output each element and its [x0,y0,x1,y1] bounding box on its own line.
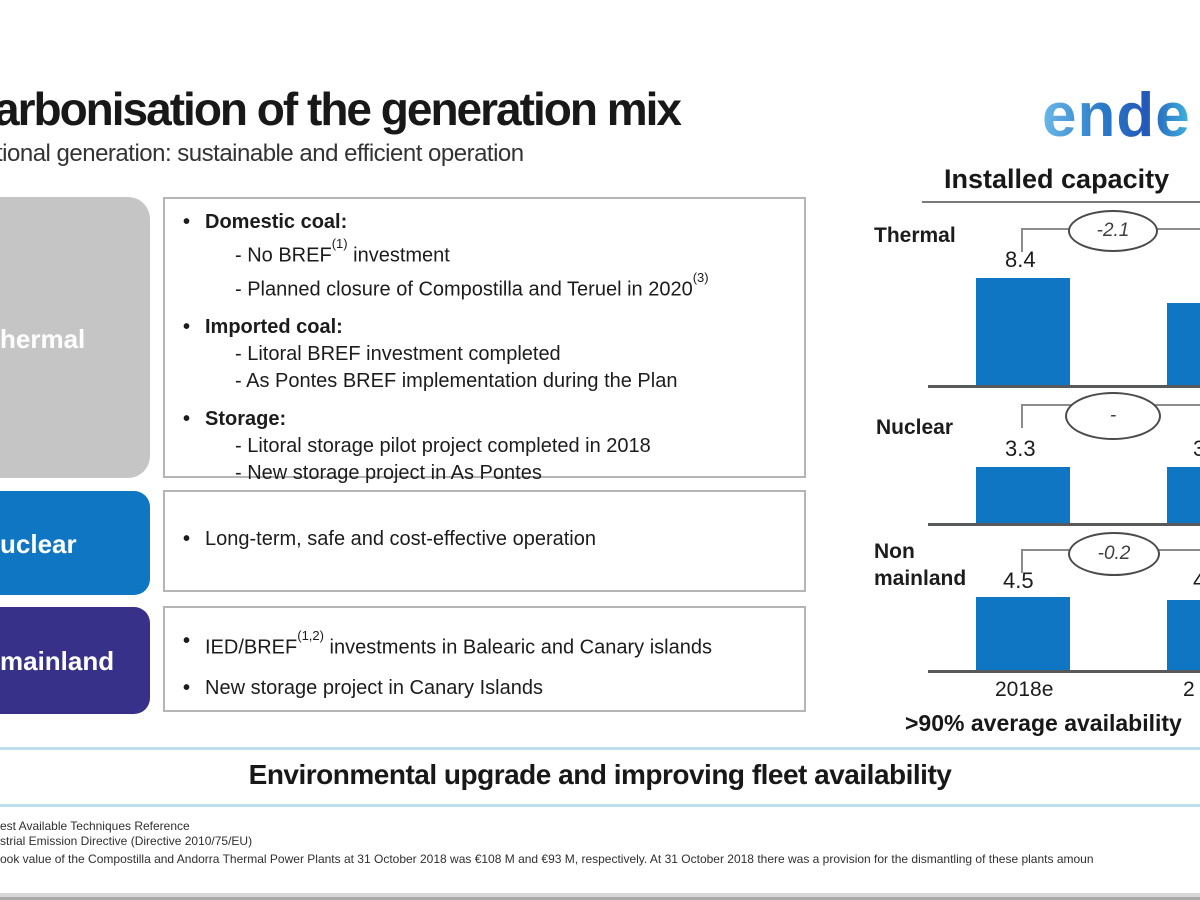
nuclear-details-box: • Long-term, safe and cost-effective ope… [163,490,806,592]
thermal-category-label: hermal [0,324,86,354]
page-title: arbonisation of the generation mix [0,83,682,135]
bullet-icon: • [183,630,191,652]
bullet-icon: • [183,408,191,431]
page-subtitle: tional generation: sustainable and effic… [0,140,524,167]
bullet-text: Long-term, safe and cost-effective opera… [205,528,596,550]
footnote-ref: (1) [331,236,348,251]
thermal-details-box: • Domestic coal: - No BREF(1) investment… [163,197,806,484]
sub-bullet: - Planned closure of Compostilla and Ter… [235,270,796,304]
sub-bullet-text: investment [347,244,450,267]
sub-bullet-text: - Planned closure of Compostilla and Ter… [235,278,693,301]
bullet-text-part: IED/BREF [205,636,298,659]
bar-non-mainland-2018 [976,597,1070,670]
sub-bullet: - Litoral BREF investment completed [235,341,796,368]
sub-bullet-text: - Litoral storage pilot project complete… [235,435,651,458]
bullet-icon: • [183,676,191,699]
sub-bullet: - New storage project in As Pontes [235,460,796,487]
delta-value: -0.2 [1097,543,1131,564]
delta-oval-thermal: -2.1 [1068,210,1158,252]
bar-nuclear-2018 [976,467,1070,523]
bar-value-label-clipped: 3 [1193,436,1200,461]
delta-oval-nuclear: - [1065,392,1161,440]
sub-bullet-text: - No BREF [235,244,332,267]
bullet-icon: • [183,528,191,550]
delta-value: - [1109,405,1117,426]
x-axis-label-clipped: 2 [1183,678,1195,701]
sub-bullet-text: - Litoral BREF investment completed [235,343,561,366]
bullet-text: IED/BREF(1,2) investments in Balearic an… [205,628,712,662]
delta-bracket-tick [1021,404,1023,428]
bullet-text-part: investments in Balearic and Canary islan… [323,636,712,659]
chart-row-label-non-mainland: Non [874,540,915,563]
bar-thermal-2018 [976,278,1070,385]
chart-title: Installed capacity [944,164,1170,194]
bullet-icon: • [183,316,191,339]
nuclear-category-box [0,491,150,595]
sub-bullet: - No BREF(1) investment [235,236,796,270]
chart-row-label-non-mainland-2: mainland [874,567,967,590]
sub-bullet-text: - As Pontes BREF implementation during t… [235,370,678,393]
bullet-header: Imported coal: [205,316,343,339]
axis-line-nuclear [928,523,1200,526]
footnote-2: strial Emission Directive (Directive 201… [0,834,253,848]
endesa-logo: ende [1042,81,1191,150]
banner-bottom-rule [0,804,1200,807]
thermal-category-box [0,197,150,478]
footnote-3: ook value of the Compostilla and Andorra… [0,852,1094,866]
bullet-row: • IED/BREF(1,2) investments in Balearic … [183,628,796,662]
delta-oval-non-mainland: -0.2 [1068,532,1160,576]
chart-row-label-thermal: Thermal [874,224,956,247]
availability-note: >90% average availability [905,710,1182,736]
sub-bullet-text: - New storage project in As Pontes [235,462,542,485]
bullet-text: New storage project in Canary Islands [205,676,543,699]
bar-value-label: 3.3 [1005,436,1036,461]
bottom-border-bar [0,893,1200,900]
footnote-ref: (3) [692,269,709,285]
non-mainland-details-box: • IED/BREF(1,2) investments in Balearic … [163,606,806,712]
bar-value-label-clipped: 4 [1193,568,1200,593]
axis-line-non-mainland [928,670,1200,673]
bar-non-mainland-clipped [1167,600,1200,670]
bullet-group-imported-coal: • Imported coal: - Litoral BREF investme… [183,314,796,395]
chart-row-label-nuclear: Nuclear [876,416,954,439]
non-mainland-category-label: mainland [0,646,115,676]
footnote-ref: (1,2) [297,628,324,643]
sub-bullet: - As Pontes BREF implementation during t… [235,368,796,395]
nuclear-category-label: uclear [0,529,77,559]
bullet-header: Domestic coal: [205,211,348,233]
non-mainland-category-box [0,607,150,714]
banner-top-rule [0,747,1200,750]
sub-bullet: - Litoral storage pilot project complete… [235,433,796,460]
delta-bracket-tick [1021,228,1023,252]
banner-message: Environmental upgrade and improving flee… [248,759,952,790]
bar-value-label: 4.5 [1003,568,1034,593]
bar-thermal-clipped [1167,303,1200,385]
bullet-group-storage: • Storage: - Litoral storage pilot proje… [183,406,796,487]
x-axis-label-2018e: 2018e [995,678,1054,701]
footnote-1: est Available Techniques Reference [0,819,190,833]
bullet-row: • Long-term, safe and cost-effective ope… [183,526,796,553]
bullet-row: • New storage project in Canary Islands [183,675,796,702]
delta-bracket-tick [1021,549,1023,573]
delta-value: -2.1 [1096,220,1130,241]
bullet-icon: • [183,211,191,233]
bar-value-label: 8.4 [1005,247,1036,272]
bullet-header: Storage: [205,408,287,431]
bar-nuclear-clipped [1167,467,1200,523]
axis-line-thermal [928,385,1200,388]
chart-title-underline [922,201,1200,203]
bullet-group-domestic-coal: • Domestic coal: - No BREF(1) investment… [183,209,796,303]
